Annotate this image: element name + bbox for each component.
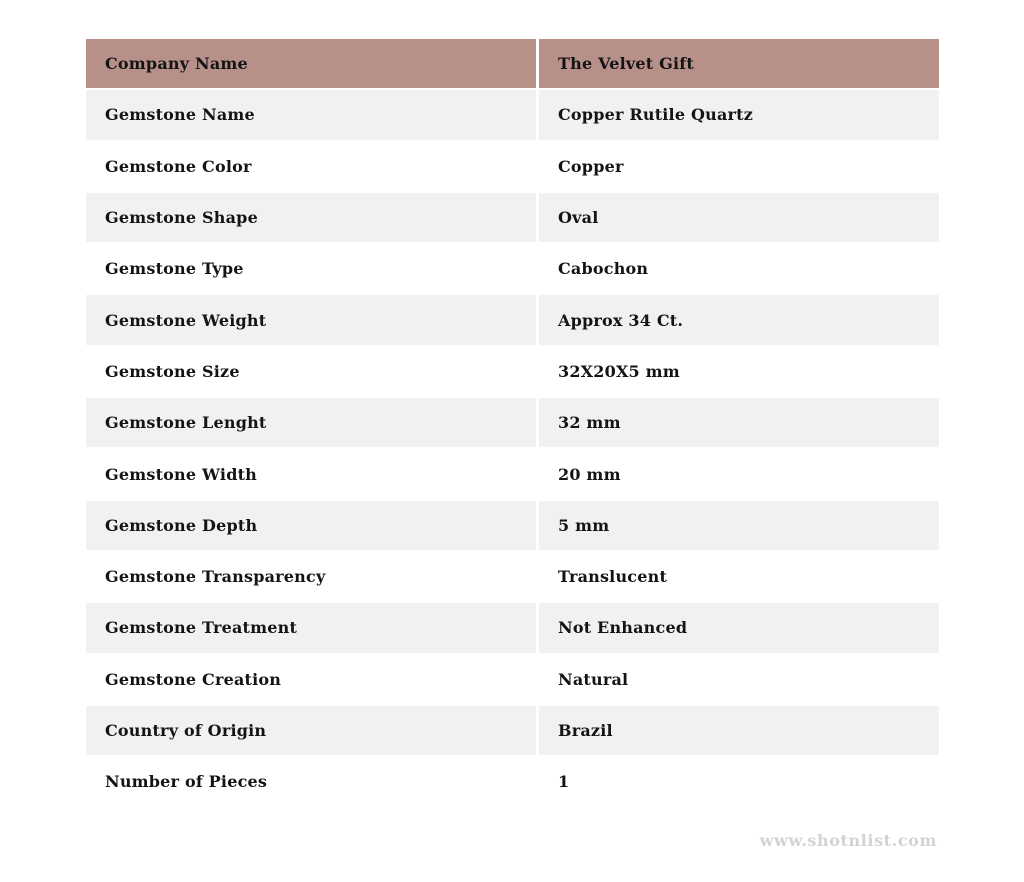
attribute-label: Gemstone Lenght	[86, 397, 539, 450]
attribute-label: Gemstone Width	[86, 448, 539, 501]
attribute-label: Country of Origin	[86, 704, 539, 758]
attribute-label: Gemstone Color	[86, 140, 539, 193]
table-row: Gemstone Lenght 32 mm	[86, 397, 939, 450]
attribute-value: Copper Rutile Quartz	[537, 89, 939, 142]
table-row: Gemstone Weight Approx 34 Ct.	[86, 294, 939, 347]
header-company-label: Company Name	[86, 39, 539, 91]
attribute-value: 32X20X5 mm	[537, 345, 939, 399]
table-row: Gemstone Shape Oval	[86, 191, 939, 245]
attribute-value: Translucent	[537, 550, 939, 604]
header-company-value: The Velvet Gift	[537, 39, 939, 91]
attribute-label: Gemstone Treatment	[86, 602, 539, 655]
table-row: Gemstone Treatment Not Enhanced	[86, 602, 939, 655]
attribute-value: 1	[537, 756, 939, 809]
attribute-label: Gemstone Depth	[86, 499, 539, 552]
attribute-label: Gemstone Size	[86, 345, 539, 399]
gemstone-spec-table: Company Name The Velvet Gift Gemstone Na…	[86, 39, 939, 809]
attribute-label: Gemstone Shape	[86, 191, 539, 245]
attribute-value: Not Enhanced	[537, 602, 939, 655]
attribute-value: Cabochon	[537, 243, 939, 296]
attribute-value: Brazil	[537, 704, 939, 758]
watermark-url: www.shotnlist.com	[759, 831, 937, 850]
attribute-label: Gemstone Transparency	[86, 550, 539, 604]
table-row: Gemstone Transparency Translucent	[86, 550, 939, 604]
attribute-value: 20 mm	[537, 448, 939, 501]
table-row: Gemstone Color Copper	[86, 140, 939, 193]
attribute-label: Number of Pieces	[86, 756, 539, 809]
attribute-value: 5 mm	[537, 499, 939, 552]
table-row: Country of Origin Brazil	[86, 704, 939, 758]
attribute-value: Approx 34 Ct.	[537, 294, 939, 347]
table-row: Number of Pieces 1	[86, 756, 939, 809]
attribute-value: Oval	[537, 191, 939, 245]
table-row: Gemstone Name Copper Rutile Quartz	[86, 89, 939, 142]
attribute-label: Gemstone Type	[86, 243, 539, 296]
attribute-value: 32 mm	[537, 397, 939, 450]
table-header: Company Name The Velvet Gift	[86, 39, 939, 91]
table-row: Gemstone Size 32X20X5 mm	[86, 345, 939, 399]
table-body: Gemstone Name Copper Rutile Quartz Gemst…	[86, 89, 939, 809]
table-row: Gemstone Depth 5 mm	[86, 499, 939, 552]
attribute-label: Gemstone Name	[86, 89, 539, 142]
table-row: Gemstone Creation Natural	[86, 653, 939, 706]
attribute-label: Gemstone Creation	[86, 653, 539, 706]
attribute-value: Natural	[537, 653, 939, 706]
attribute-value: Copper	[537, 140, 939, 193]
table-row: Gemstone Width 20 mm	[86, 448, 939, 501]
attribute-label: Gemstone Weight	[86, 294, 539, 347]
header-row: Company Name The Velvet Gift	[86, 39, 939, 91]
table-row: Gemstone Type Cabochon	[86, 243, 939, 296]
